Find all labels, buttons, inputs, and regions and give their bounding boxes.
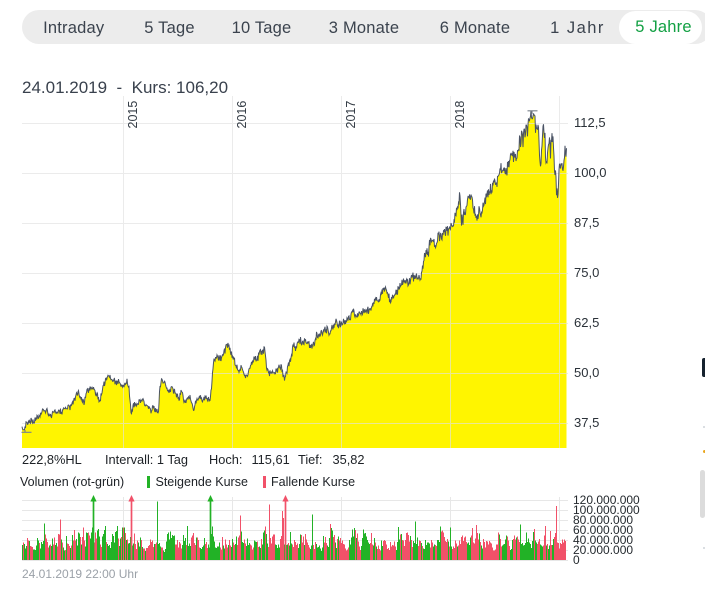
- svg-text:2016: 2016: [235, 101, 249, 129]
- svg-text:2017: 2017: [344, 101, 358, 129]
- svg-text:2018: 2018: [453, 101, 467, 129]
- svg-text:2015: 2015: [126, 101, 140, 129]
